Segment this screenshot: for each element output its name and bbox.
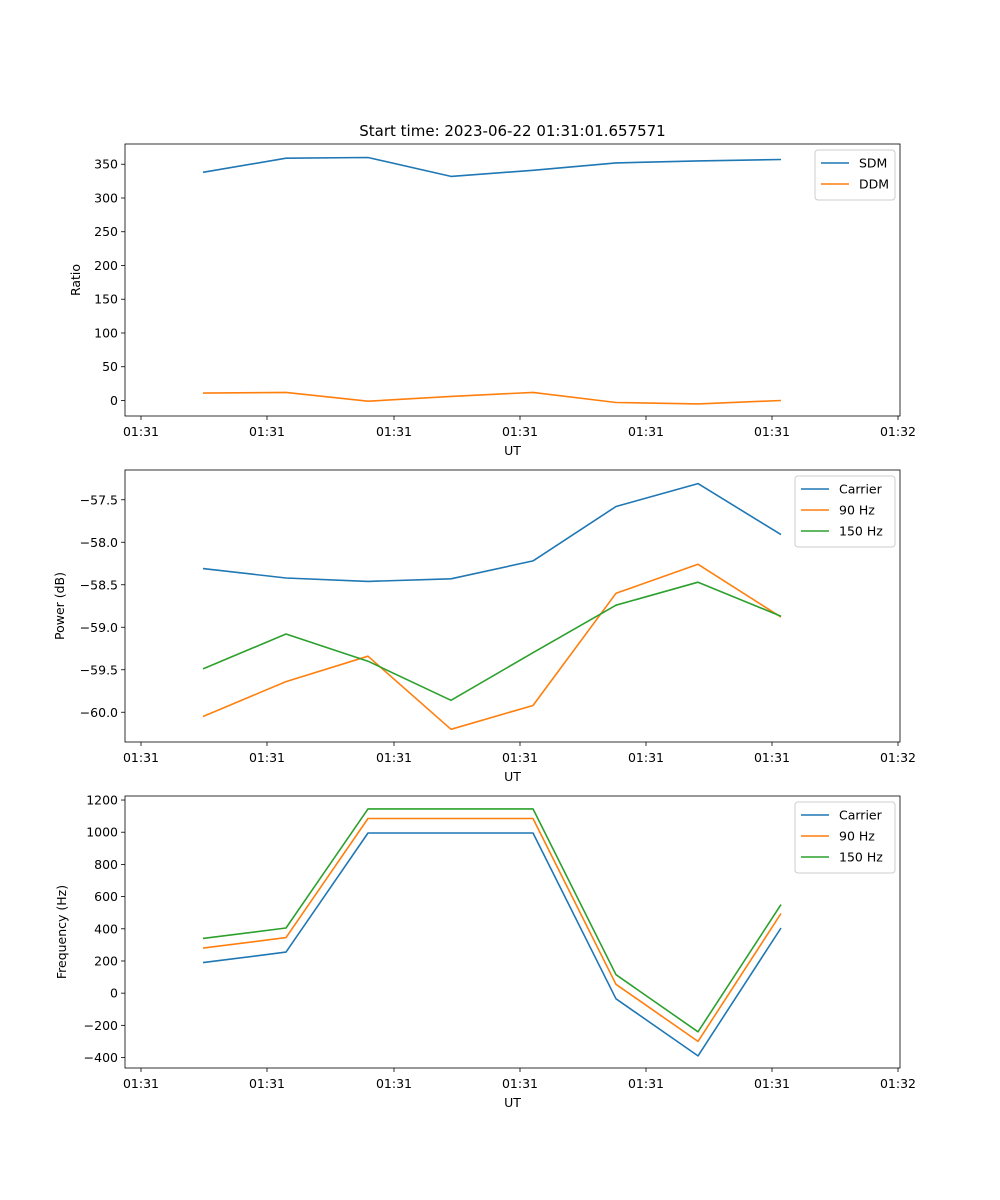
y-tick-label: 0 bbox=[110, 986, 118, 1001]
series-line-ddm bbox=[202, 391, 782, 405]
y-tick-label: 100 bbox=[94, 325, 118, 340]
chart-title: Start time: 2023-06-22 01:31:01.657571 bbox=[359, 122, 665, 140]
series-line-150-hz bbox=[202, 808, 782, 1033]
legend-label: Carrier bbox=[839, 808, 883, 823]
y-tick-label: −400 bbox=[84, 1050, 118, 1065]
y-tick-label: 600 bbox=[94, 889, 118, 904]
axes-frame bbox=[124, 795, 901, 1069]
x-tick-label: 01:31 bbox=[628, 424, 664, 439]
legend: Carrier 90 Hz 150 Hz bbox=[794, 801, 896, 874]
x-axis-label: UT bbox=[504, 769, 521, 784]
legend: Carrier 90 Hz 150 Hz bbox=[794, 475, 896, 548]
y-tick-label: −58.5 bbox=[80, 577, 118, 592]
y-tick-label: 1000 bbox=[86, 825, 118, 840]
x-axis-label: UT bbox=[504, 1095, 521, 1110]
x-tick-label: 01:31 bbox=[502, 1076, 538, 1091]
x-tick-label: 01:32 bbox=[880, 1076, 916, 1091]
legend-label: DDM bbox=[859, 177, 889, 192]
y-tick-label: −60.0 bbox=[80, 705, 118, 720]
series-line-sdm bbox=[202, 156, 782, 178]
x-tick-label: 01:31 bbox=[123, 424, 159, 439]
x-tick-label: 01:31 bbox=[376, 1076, 412, 1091]
x-tick-label: 01:31 bbox=[249, 424, 285, 439]
series-line-90-hz bbox=[202, 817, 782, 1043]
chart-panel-1: Start time: 2023-06-22 01:31:01.65757101… bbox=[68, 122, 916, 458]
legend-label: Carrier bbox=[839, 482, 883, 497]
x-tick-label: 01:31 bbox=[376, 424, 412, 439]
x-tick-label: 01:31 bbox=[754, 1076, 790, 1091]
y-tick-label: 400 bbox=[94, 921, 118, 936]
x-tick-label: 01:31 bbox=[249, 1076, 285, 1091]
y-tick-label: −57.5 bbox=[80, 492, 118, 507]
x-tick-label: 01:31 bbox=[754, 424, 790, 439]
x-tick-label: 01:31 bbox=[123, 1076, 159, 1091]
chart-panel-3: 01:31 01:31 01:31 01:31 01:31 01:31 01:32 UT −40… bbox=[54, 793, 916, 1110]
legend-box bbox=[794, 801, 896, 874]
series-line-carrier bbox=[202, 482, 782, 583]
y-tick-label: 1200 bbox=[86, 793, 118, 808]
axes-frame bbox=[124, 143, 901, 417]
legend: SDM DDM bbox=[814, 149, 896, 201]
x-tick-label: 01:31 bbox=[502, 424, 538, 439]
y-axis-label: Frequency (Hz) bbox=[54, 885, 69, 979]
x-tick-label: 01:31 bbox=[628, 750, 664, 765]
y-tick-label: 50 bbox=[102, 359, 118, 374]
y-tick-label: 250 bbox=[94, 224, 118, 239]
y-tick-label: −59.5 bbox=[80, 662, 118, 677]
legend-box bbox=[794, 475, 896, 548]
x-tick-label: 01:31 bbox=[628, 1076, 664, 1091]
y-tick-label: 300 bbox=[94, 190, 118, 205]
x-tick-label: 01:31 bbox=[123, 750, 159, 765]
chart-panel-2: 01:31 01:31 01:31 01:31 01:31 01:31 01:32 UT −60… bbox=[52, 469, 916, 784]
y-axis-label: Ratio bbox=[68, 264, 83, 296]
y-tick-label: −200 bbox=[84, 1018, 118, 1033]
legend-label: SDM bbox=[859, 156, 887, 171]
x-tick-label: 01:31 bbox=[502, 750, 538, 765]
series-line-carrier bbox=[202, 832, 782, 1057]
x-tick-label: 01:31 bbox=[249, 750, 285, 765]
x-tick-label: 01:31 bbox=[754, 750, 790, 765]
axes-frame bbox=[124, 469, 901, 743]
series-line-90-hz bbox=[202, 563, 782, 731]
y-tick-label: 200 bbox=[94, 258, 118, 273]
legend-label: 90 Hz bbox=[839, 503, 875, 518]
x-tick-label: 01:31 bbox=[376, 750, 412, 765]
x-tick-label: 01:32 bbox=[880, 750, 916, 765]
legend-label: 90 Hz bbox=[839, 829, 875, 844]
y-tick-label: 150 bbox=[94, 292, 118, 307]
y-tick-label: −58.0 bbox=[80, 535, 118, 550]
y-tick-label: 200 bbox=[94, 953, 118, 968]
y-tick-label: 350 bbox=[94, 157, 118, 172]
series-line-150-hz bbox=[202, 581, 782, 702]
y-tick-label: 800 bbox=[94, 857, 118, 872]
x-axis-label: UT bbox=[504, 443, 521, 458]
legend-label: 150 Hz bbox=[839, 524, 883, 539]
legend-label: 150 Hz bbox=[839, 850, 883, 865]
y-tick-label: 0 bbox=[110, 393, 118, 408]
y-tick-label: −59.0 bbox=[80, 620, 118, 635]
x-tick-label: 01:32 bbox=[880, 424, 916, 439]
y-axis-label: Power (dB) bbox=[52, 572, 67, 640]
